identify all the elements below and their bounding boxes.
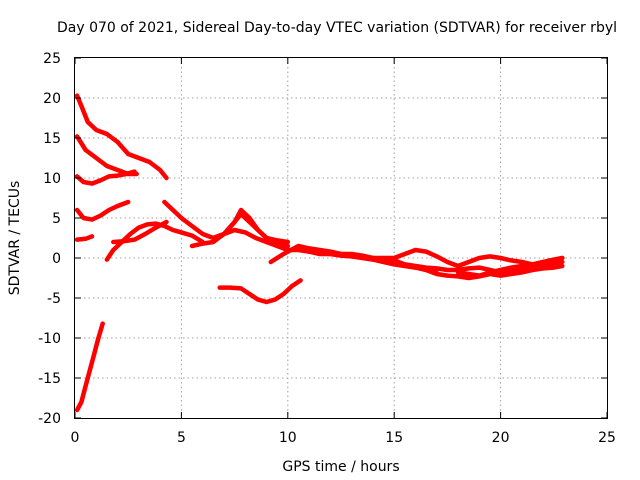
series-line-s5 xyxy=(74,234,95,242)
y-tick-label: -10 xyxy=(38,331,61,347)
y-tick-label: -5 xyxy=(47,291,61,307)
x-tick-label: 25 xyxy=(598,430,616,446)
chart-title: Day 070 of 2021, Sidereal Day-to-day VTE… xyxy=(57,20,617,36)
x-tick-label: 20 xyxy=(492,430,510,446)
y-tick-label: 0 xyxy=(52,251,61,267)
y-axis-label: SDTVAR / TECUs xyxy=(7,181,23,296)
x-tick-label: 0 xyxy=(71,430,80,446)
grid-lines xyxy=(75,58,607,418)
y-tick-label: 5 xyxy=(52,211,61,227)
series-line-s3 xyxy=(74,169,137,186)
series-line-s1 xyxy=(74,93,169,181)
axis-ticks xyxy=(74,57,608,419)
y-tick-label: 10 xyxy=(43,171,61,187)
y-tick-labels: -20 -15 -10 -5 0 5 10 15 20 25 xyxy=(38,51,61,427)
y-tick-label: 25 xyxy=(43,51,61,67)
data-series-group xyxy=(74,93,565,413)
plot-frame xyxy=(74,57,608,419)
x-tick-label: 15 xyxy=(385,430,403,446)
y-tick-label: 20 xyxy=(43,91,61,107)
series-line-s14 xyxy=(455,255,565,278)
y-tick-label: 15 xyxy=(43,131,61,147)
series-line-s16 xyxy=(74,321,105,413)
x-tick-label: 5 xyxy=(177,430,186,446)
series-line-s7 xyxy=(111,219,169,245)
x-axis-label: GPS time / hours xyxy=(282,459,399,475)
y-tick-label: -20 xyxy=(38,411,61,427)
series-line-s9 xyxy=(189,207,291,249)
x-tick-label: 10 xyxy=(279,430,297,446)
series-line-s15 xyxy=(217,278,303,305)
series-line-s4 xyxy=(74,199,131,222)
x-tick-labels: 0 5 10 15 20 25 xyxy=(71,430,616,446)
y-tick-label: -15 xyxy=(38,371,61,387)
